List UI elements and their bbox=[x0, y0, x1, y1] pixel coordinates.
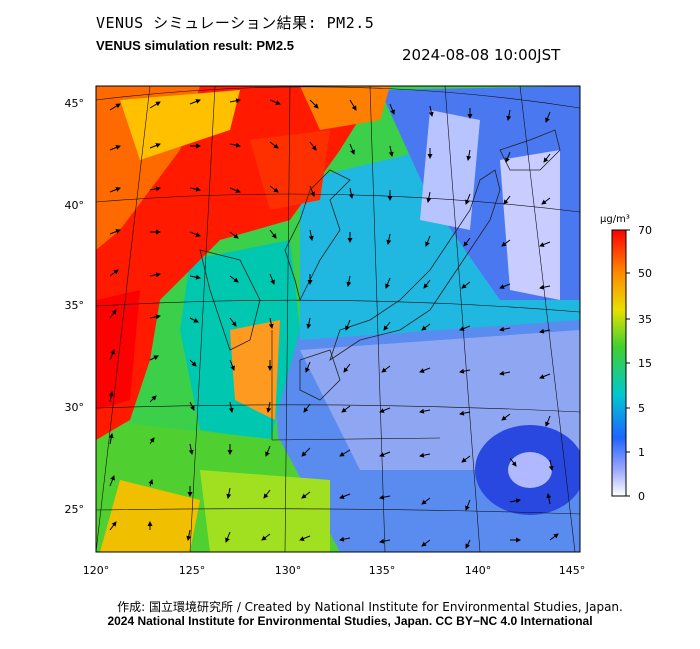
colorbar-tick-15: 15 bbox=[638, 357, 652, 370]
lat-label-25: 25° bbox=[65, 503, 85, 516]
lon-label-140: 140° bbox=[465, 564, 492, 577]
lat-label-30: 30° bbox=[65, 401, 85, 414]
colorbar-tick-50: 50 bbox=[638, 267, 652, 280]
colorbar-tick-5: 5 bbox=[638, 402, 645, 415]
map-frame bbox=[95, 85, 581, 553]
title-japanese: VENUS シミュレーション結果: PM2.5 bbox=[96, 14, 375, 32]
lon-label-125: 125° bbox=[179, 564, 206, 577]
colorbar-tick-70: 70 bbox=[638, 224, 652, 237]
lon-label-135: 135° bbox=[369, 564, 396, 577]
credit-line: 作成: 国立環境研究所 / Created by National Instit… bbox=[117, 600, 623, 614]
longitude-labels: 120° 125° 130° 135° 140° 145° bbox=[83, 564, 586, 577]
title-english: VENUS simulation result: PM2.5 bbox=[96, 38, 294, 53]
graticule bbox=[96, 86, 580, 552]
lat-label-45: 45° bbox=[65, 97, 85, 110]
lon-label-145: 145° bbox=[559, 564, 586, 577]
copyright-line: 2024 National Institute for Environmenta… bbox=[107, 614, 593, 628]
lon-label-130: 130° bbox=[275, 564, 302, 577]
wind-vectors bbox=[108, 98, 559, 549]
lat-label-35: 35° bbox=[65, 299, 85, 312]
colorbar-tick-0: 0 bbox=[638, 490, 645, 503]
colorbar-unit: μg/m³ bbox=[600, 214, 630, 225]
latitude-labels: 45° 40° 35° 30° 25° bbox=[65, 97, 85, 516]
colorbar: μg/m³ 70 50 35 15 5 1 0 bbox=[600, 214, 652, 503]
lat-label-40: 40° bbox=[65, 199, 85, 212]
concentration-field bbox=[96, 86, 580, 552]
timestamp: 2024-08-08 10:00JST bbox=[402, 46, 561, 64]
colorbar-scale bbox=[611, 229, 627, 497]
map-figure: 45° 40° 35° 30° 25° 120° 125° 130° 135° … bbox=[65, 85, 652, 577]
colorbar-tick-1: 1 bbox=[638, 446, 645, 459]
colorbar-tick-35: 35 bbox=[638, 313, 652, 326]
colorbar-ticks: 70 50 35 15 5 1 0 bbox=[638, 224, 652, 503]
lon-label-120: 120° bbox=[83, 564, 110, 577]
